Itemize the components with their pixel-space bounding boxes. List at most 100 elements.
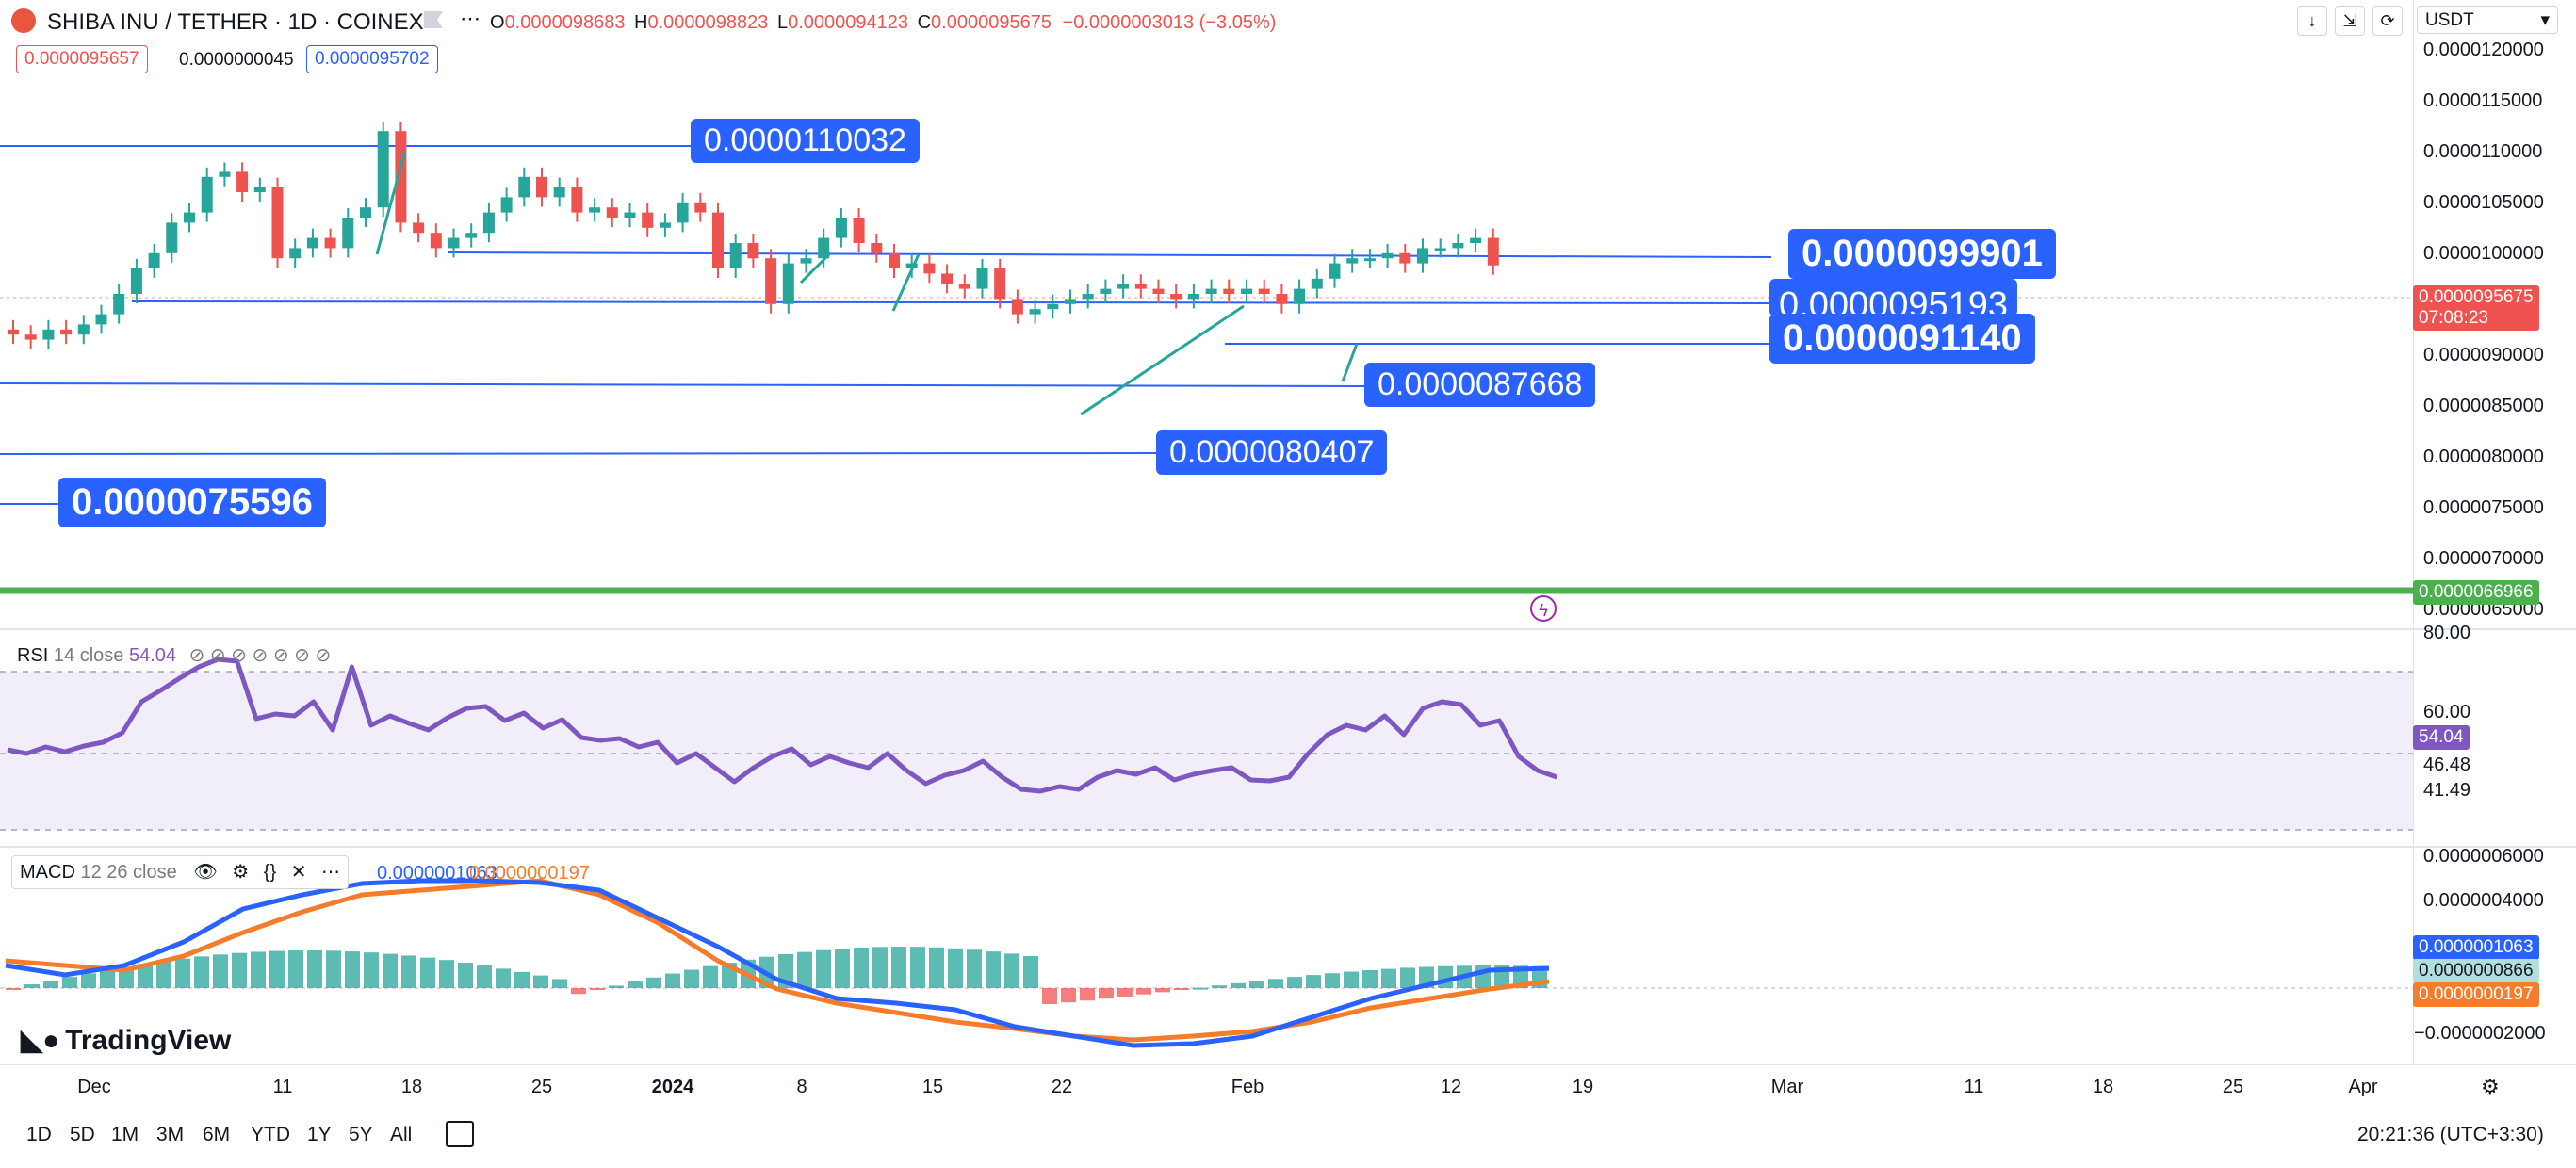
candle-body (1082, 294, 1094, 300)
calendar-icon[interactable] (446, 1121, 474, 1147)
candle-body (1470, 237, 1482, 243)
arrow-down-icon[interactable]: ↓ (2297, 6, 2327, 36)
macd-histogram-bar (326, 950, 341, 988)
price-axis-label: 0.0000110000 (2423, 141, 2543, 162)
timeframe-1d-button[interactable]: 1D (26, 1124, 52, 1145)
level-label[interactable]: 0.0000080407 (1156, 430, 1388, 475)
time-axis-label: 19 (1572, 1077, 1594, 1097)
level-label[interactable]: 0.0000087668 (1364, 363, 1596, 407)
time-axis-label: Apr (2348, 1077, 2378, 1097)
symbol-title[interactable]: SHIBA INU / TETHER · 1D · COINEX (47, 9, 424, 35)
macd-histogram-bar (1325, 973, 1340, 988)
level-label[interactable]: 0.0000095193 (1769, 279, 2018, 316)
timeframe-ytd-button[interactable]: YTD (251, 1124, 290, 1145)
candle-body (1417, 248, 1428, 264)
macd-histogram-bar (81, 973, 96, 988)
time-axis-label: 8 (796, 1077, 807, 1097)
candle-body (871, 243, 883, 253)
macd-histogram-bar (1174, 988, 1189, 990)
collapse-icon[interactable]: ⇲ (2335, 6, 2365, 36)
price-axis-label: 0.0000090000 (2423, 345, 2544, 365)
macd-histogram-bar (910, 947, 925, 988)
candle-body (1047, 303, 1059, 310)
rsi-value-tag: 54.04 (2413, 725, 2470, 750)
clock[interactable]: 20:21:36 (UTC+3:30) (2357, 1124, 2544, 1145)
horizontal-level-line (131, 300, 1772, 304)
code-icon[interactable]: {} (263, 862, 277, 883)
trend-arrow (1080, 304, 1245, 416)
price-axis-label: 0.0000115000 (2423, 90, 2543, 111)
timeframe-5y-button[interactable]: 5Y (349, 1124, 373, 1145)
candle-body (835, 218, 847, 238)
eye-icon[interactable]: 👁 (193, 862, 218, 883)
level-label[interactable]: 0.0000091140 (1769, 314, 2035, 364)
candle-body (430, 233, 442, 249)
timeframe-all-button[interactable]: All (390, 1124, 413, 1145)
timeframe-5d-button[interactable]: 5D (70, 1124, 95, 1145)
candle-body (536, 176, 547, 198)
candle-body (729, 243, 742, 268)
macd-histogram-bar (948, 948, 963, 988)
lightning-icon[interactable]: ϟ (1530, 595, 1557, 622)
macd-histogram-bar (213, 954, 228, 988)
candle-body (1311, 278, 1323, 289)
macd-legend[interactable]: MACD 12 26 close 👁 ⚙ {} ✕ ⋯ (11, 855, 350, 889)
sell-button[interactable]: 0.0000095657 (16, 45, 148, 73)
close-icon[interactable]: ✕ (290, 862, 307, 883)
pane-separator[interactable] (0, 628, 2576, 630)
more-icon[interactable]: ⋯ (321, 862, 341, 883)
candle-body (24, 334, 37, 340)
macd-axis-label: 0.0000004000 (2423, 890, 2544, 911)
time-axis-label: 15 (921, 1077, 944, 1097)
macd-histogram-bar (854, 947, 869, 988)
hidden-icon[interactable]: ⊘ ⊘ ⊘ ⊘ ⊘ ⊘ ⊘ (188, 645, 332, 666)
time-axis-label: 11 (272, 1077, 293, 1097)
candle-body (1399, 252, 1411, 264)
macd-histogram-bar (609, 985, 624, 988)
macd-histogram-bar (401, 955, 416, 988)
time-axis-label: 25 (2222, 1077, 2244, 1097)
candle-body (1029, 309, 1041, 315)
macd-histogram-bar (345, 951, 360, 988)
macd-histogram-bar (967, 949, 982, 988)
rsi-axis-label: 41.49 (2423, 780, 2471, 801)
flag-icon[interactable] (424, 11, 443, 28)
macd-histogram-bar (1023, 955, 1038, 988)
buy-button[interactable]: 0.0000095702 (306, 45, 438, 73)
level-label[interactable]: 0.0000075596 (58, 478, 326, 527)
macd-histogram-bar (62, 977, 77, 988)
spread-value: 0.0000000045 (179, 50, 294, 70)
candle-body (8, 329, 19, 335)
time-axis-label: 25 (530, 1077, 553, 1097)
settings-icon[interactable]: ⚙ (2481, 1075, 2500, 1098)
timeframe-6m-button[interactable]: 6M (203, 1124, 231, 1145)
candle-body (236, 171, 249, 192)
currency-select[interactable]: USDT ▾ (2417, 6, 2558, 34)
candle-body (1065, 299, 1076, 304)
level-label[interactable]: 0.0000099901 (1788, 229, 2056, 279)
timeframe-1y-button[interactable]: 1Y (307, 1124, 332, 1145)
horizontal-level-line (447, 251, 1772, 258)
candle-body (1434, 248, 1446, 251)
candle-body (219, 171, 231, 177)
axis-separator (0, 1064, 2576, 1065)
rsi-band (0, 672, 2413, 830)
macd-histogram-bar (24, 984, 40, 988)
candle-body (606, 207, 618, 218)
time-axis-label: 11 (1964, 1077, 1984, 1097)
macd-line (5, 878, 1550, 1048)
timeframe-3m-button[interactable]: 3M (156, 1124, 185, 1145)
ohlc-values: O0.0000098683 H0.0000098823 L0.000009412… (490, 12, 1277, 33)
rsi-legend[interactable]: RSI 14 close 54.04 ⊘ ⊘ ⊘ ⊘ ⊘ ⊘ ⊘ (17, 645, 332, 666)
more-icon[interactable]: ⋯ (460, 7, 481, 30)
candle-body (413, 222, 425, 234)
refresh-icon[interactable]: ⟳ (2372, 6, 2403, 36)
pane-separator[interactable] (0, 846, 2576, 848)
timeframe-1m-button[interactable]: 1M (111, 1124, 139, 1145)
macd-histogram-bar (646, 977, 661, 988)
gear-icon[interactable]: ⚙ (232, 862, 250, 883)
candle-body (994, 268, 1006, 300)
level-label[interactable]: 0.0000110032 (691, 119, 920, 163)
time-axis-label: 18 (400, 1077, 423, 1097)
